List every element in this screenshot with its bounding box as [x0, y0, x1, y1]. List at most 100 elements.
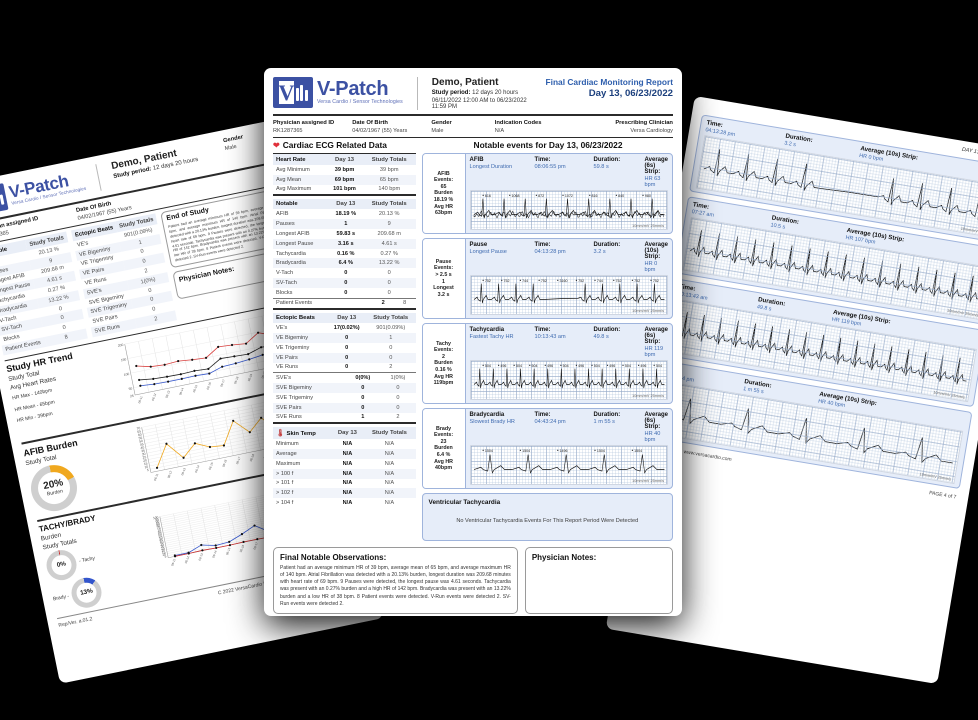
- svg-text:65: 65: [137, 429, 142, 434]
- svg-text:06-17: 06-17: [219, 379, 226, 388]
- svg-text:50: 50: [139, 439, 144, 444]
- event-card[interactable]: Pause Events: > 2.5 s 1 Longest 3.2 s Pause Lon…: [421, 238, 673, 320]
- patient-events-row: Patient Events 2 8: [273, 299, 416, 309]
- ecg-strip-large[interactable]: 10mm/mV 25mm/s: [668, 298, 977, 403]
- table-row: SVE's 0(0%) 1(0%): [273, 373, 416, 383]
- event-side-line: > 2.5 s: [435, 272, 452, 279]
- event-strip-value: HR 40 bpm: [644, 431, 661, 444]
- observations-title: Final Notable Observations:: [280, 553, 387, 563]
- row-label: Average: [273, 449, 332, 460]
- ecg-strip[interactable]: • 752 • 752 • 744 • 752 • 3160 • 752 • 744 • 75…: [469, 275, 668, 316]
- svg-text:06-17: 06-17: [252, 541, 259, 550]
- id-key-1: Date Of Birth: [352, 119, 388, 126]
- row-day-value: N/A: [342, 460, 353, 467]
- event-side-line: 2: [442, 353, 445, 360]
- ecg-strip-large[interactable]: 10mm/mV 25mm/s: [695, 135, 978, 239]
- row-label: Avg Mean: [273, 174, 327, 185]
- report-page-strips[interactable]: DAY 13 - 06/23/2022 Time:04:13:28 pmDura…: [605, 95, 978, 685]
- row-day-value: 17(0.02%): [333, 325, 360, 332]
- row-day-value: 0: [328, 277, 363, 288]
- event-card[interactable]: AFIB Events: 65 Burden 18.19 % Avg HR 63bpm AFI…: [421, 153, 673, 235]
- row-total-value: N/A: [363, 468, 416, 479]
- event-side-line: 119bpm: [433, 380, 454, 387]
- event-card-strip[interactable]: Time: 07:27 am Duration: 10.5 s Average (10s…: [675, 196, 978, 326]
- event-side-line: 63bpm: [434, 210, 453, 217]
- heart-rate-table: Heart Rate Day 13 Study Totals Avg Minim…: [273, 153, 416, 194]
- event-time-label: Time:: [534, 412, 551, 419]
- svg-text:06-12: 06-12: [184, 555, 191, 564]
- svg-text:45: 45: [159, 537, 164, 542]
- svg-text:10: 10: [144, 465, 149, 470]
- event-side-line: Avg HR: [434, 458, 453, 465]
- row-day-value: 0: [345, 383, 381, 393]
- ecg-scale: 10mm/mV 25mm/s: [632, 394, 664, 399]
- row-total-value: 4.61 s: [362, 238, 416, 249]
- event-card-strip[interactable]: Time: 04:13:28 pm Duration: 3.2 s Average (1…: [689, 114, 978, 244]
- row-total-value: 13.22 %: [362, 258, 416, 269]
- ecg-strip[interactable]: • 616 • 1068 • 872 • 1072 • 816 • 840 • 980 10m…: [469, 190, 668, 231]
- row-day-value: 0: [345, 402, 381, 413]
- row-day-value: N/A: [342, 441, 353, 448]
- svg-text:40: 40: [140, 445, 145, 450]
- report-page-main[interactable]: V V-Patch Versa Cardio / Sensor Technolo…: [264, 68, 682, 616]
- physician-notes-box[interactable]: Physician Notes:: [524, 547, 673, 614]
- event-card[interactable]: Brady Events: 23 Burden 6.4 % Avg HR 40bpm Brad…: [421, 408, 673, 490]
- notable-col-day: Day 13: [328, 198, 363, 210]
- event-side-line: Pause: [435, 258, 452, 265]
- row-total-value: 0: [380, 402, 416, 413]
- notable-title-main: Notable: [273, 198, 329, 210]
- svg-text:100: 100: [153, 515, 159, 520]
- study-period-value-main: 12 days 20 hours: [472, 90, 519, 96]
- event-subtitle: Longest Duration: [469, 164, 513, 171]
- svg-text:50: 50: [128, 387, 133, 392]
- ecg-strip-large[interactable]: 10mm/mV 25mm/s: [681, 216, 978, 321]
- event-side-line: Longest: [433, 285, 454, 292]
- event-side-line: Brady: [436, 425, 452, 432]
- row-day-value: N/A: [331, 488, 364, 499]
- event-duration-value: 1 m 55 s: [593, 419, 615, 426]
- svg-text:15: 15: [143, 461, 148, 466]
- table-row: VE Runs 0 2: [273, 363, 416, 373]
- row-day-value: 59.83 s: [336, 230, 356, 237]
- event-card-strip[interactable]: Time: 10:13:43 am Duration: 49.8 s Average (…: [661, 278, 978, 408]
- svg-text:06-15: 06-15: [225, 546, 232, 555]
- row-label: Bradycardia: [273, 258, 329, 269]
- beat-marker: • 840: [615, 193, 625, 199]
- ecg-strip[interactable]: • 504 • 496 • 504 • 504 • 496 • 504 • 496 • 504…: [469, 360, 668, 401]
- ecg-strip-large[interactable]: 10mm/mV 25mm/s: [654, 380, 964, 485]
- ectopic-title-main: Ectopic Beats: [273, 312, 328, 324]
- row-label: Pauses: [273, 219, 329, 230]
- event-side-line: Burden: [434, 190, 453, 197]
- svg-text:25: 25: [161, 546, 166, 551]
- row-day-value: N/A: [342, 480, 353, 487]
- beat-marker: • 504: [528, 363, 538, 369]
- ectopic-col-total: Study Totals: [365, 312, 416, 324]
- row-total-value: 140 bpm: [378, 186, 401, 193]
- row-day-value: 18.19 %: [335, 211, 357, 218]
- id-key-4: Prescribing Clinician: [615, 119, 673, 126]
- row-total-value: 39 bpm: [379, 166, 399, 173]
- row-total-value: 0: [387, 270, 391, 277]
- row-label: > 102 f: [273, 488, 332, 499]
- svg-text:70: 70: [157, 527, 162, 532]
- ecg-strip[interactable]: • 1504 • 1504 • 1496 • 1504 • 1504 10mm/mV 25…: [469, 445, 668, 486]
- event-duration-label: Duration:: [593, 157, 621, 164]
- svg-text:06-14: 06-14: [194, 464, 201, 473]
- event-side-line: 65: [440, 183, 447, 190]
- row-day-value: 1: [328, 219, 363, 230]
- table-row: Maximum N/A N/A: [273, 459, 416, 469]
- row-total-value: 0: [389, 344, 393, 351]
- row-label: V-Tach: [276, 270, 294, 277]
- row-total-value: 8: [403, 300, 407, 307]
- row-total-value: 0: [387, 289, 391, 296]
- beat-marker: • 744: [594, 278, 603, 284]
- event-summary-side: Brady Events: 23 Burden 6.4 % Avg HR 40bpm: [422, 409, 466, 489]
- beat-marker: • 504: [560, 363, 569, 369]
- tachy-pct: 0%: [56, 560, 67, 570]
- row-total-value: N/A: [363, 488, 416, 499]
- row-label: Blocks: [276, 289, 293, 296]
- temp-col-day: Day 13: [331, 426, 364, 440]
- event-card[interactable]: Tachy Events: 2 Burden 0.16 % Avg HR 119bpm Tac…: [421, 323, 673, 405]
- row-total-value: N/A: [384, 441, 395, 448]
